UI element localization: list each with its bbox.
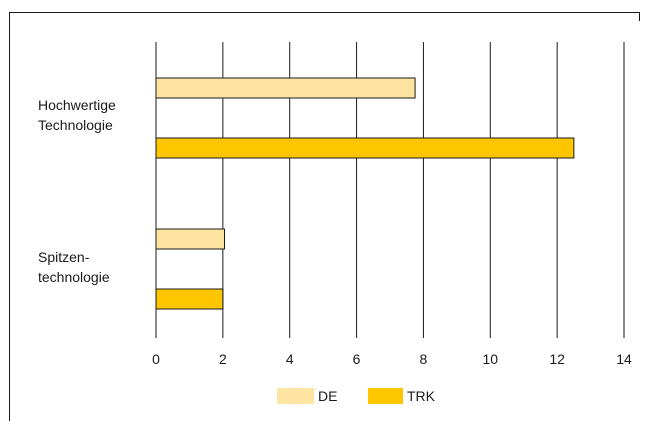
x-tick-label-3: 6 <box>353 351 361 367</box>
legend-swatch-de <box>277 388 314 404</box>
category-label-1-0: Spitzen- <box>38 249 90 265</box>
category-label-1-1: technologie <box>38 269 110 285</box>
legend-swatch-trk <box>368 388 403 404</box>
frame-left-border <box>9 12 10 421</box>
x-tick-label-4: 8 <box>420 351 428 367</box>
legend-label-de: DE <box>318 388 337 404</box>
frame-top-border <box>9 12 640 13</box>
bar-trk-1 <box>155 288 224 310</box>
category-labels: Hochwertige Technologie Spitzen-technologi… <box>38 97 116 285</box>
category-label-0-0: Hochwertige <box>38 97 116 113</box>
bar-de-0 <box>155 77 416 99</box>
x-tick-label-2: 4 <box>286 351 294 367</box>
legend: DE TRK <box>277 388 436 404</box>
x-tick-label-5: 10 <box>482 351 498 367</box>
x-tick-label-0: 0 <box>152 351 160 367</box>
frame-right-border <box>639 12 640 21</box>
legend-label-trk: TRK <box>407 388 436 404</box>
x-tick-label-1: 2 <box>219 351 227 367</box>
bars <box>155 77 575 310</box>
x-tick-label-7: 14 <box>616 351 632 367</box>
category-label-0-1: Technologie <box>38 117 113 133</box>
bar-trk-0 <box>155 137 575 159</box>
bar-de-1 <box>155 228 226 250</box>
x-tick-label-6: 12 <box>549 351 565 367</box>
x-tick-labels: 0 2 4 6 8 10 12 14 <box>152 351 632 367</box>
